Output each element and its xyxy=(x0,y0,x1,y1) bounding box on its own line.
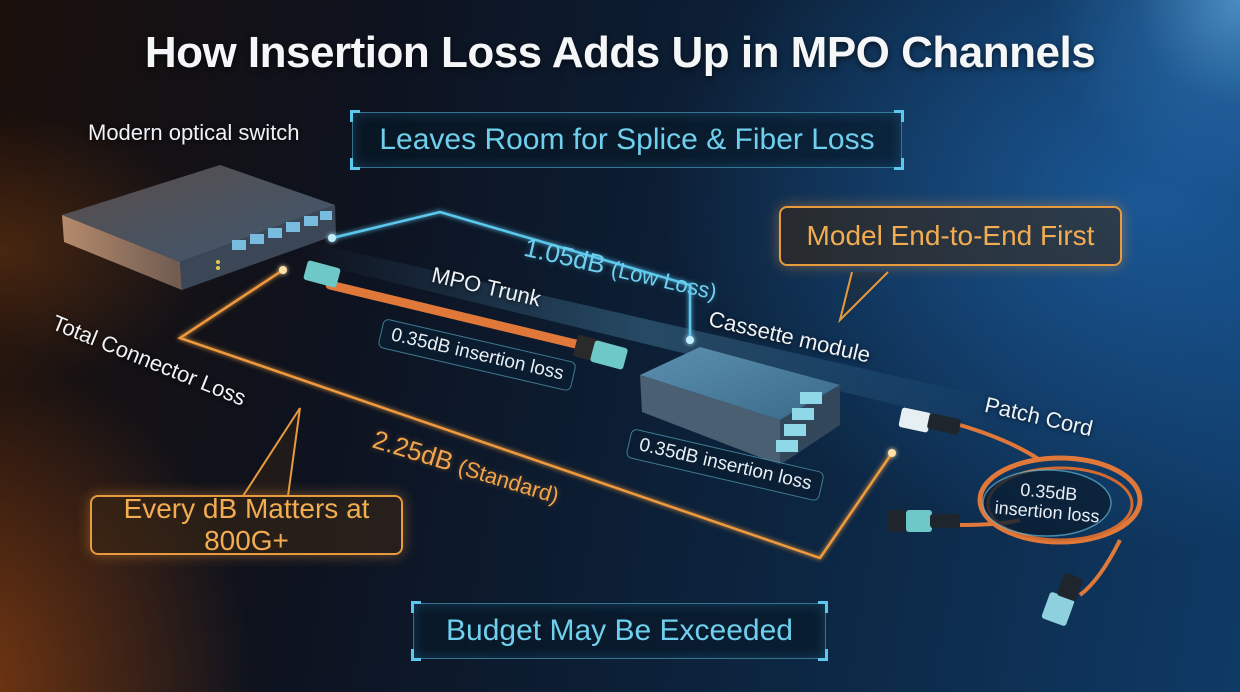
patch-cord-loss-ellipse xyxy=(982,469,1112,537)
standard-path-line xyxy=(177,266,896,560)
every-db-matters-bubble: Every dB Matters at 800G+ xyxy=(90,493,403,556)
low-loss-path-line xyxy=(328,210,694,344)
budget-exceeded-box: Budget May Be Exceeded xyxy=(411,601,828,661)
model-bubble-tail xyxy=(838,271,889,324)
switch-label: Modern optical switch xyxy=(88,120,300,145)
model-end-to-end-text: Model End-to-End First xyxy=(806,220,1095,251)
every-db-matters-text: Every dB Matters at 800G+ xyxy=(123,493,370,556)
optical-switch-icon xyxy=(62,165,336,290)
mpo-trunk-cable-icon xyxy=(303,260,628,370)
budget-exceeded-text: Budget May Be Exceeded xyxy=(446,614,793,647)
room-for-splice-box: Leaves Room for Splice & Fiber Loss xyxy=(350,110,904,170)
page-title: How Insertion Loss Adds Up in MPO Channe… xyxy=(144,28,1096,77)
room-for-splice-text: Leaves Room for Splice & Fiber Loss xyxy=(379,123,875,156)
every-db-bubble-tail xyxy=(242,407,301,497)
patch-cord-icon xyxy=(888,407,1143,626)
model-end-to-end-bubble: Model End-to-End First xyxy=(779,206,1122,266)
cassette-module-icon xyxy=(640,347,840,465)
